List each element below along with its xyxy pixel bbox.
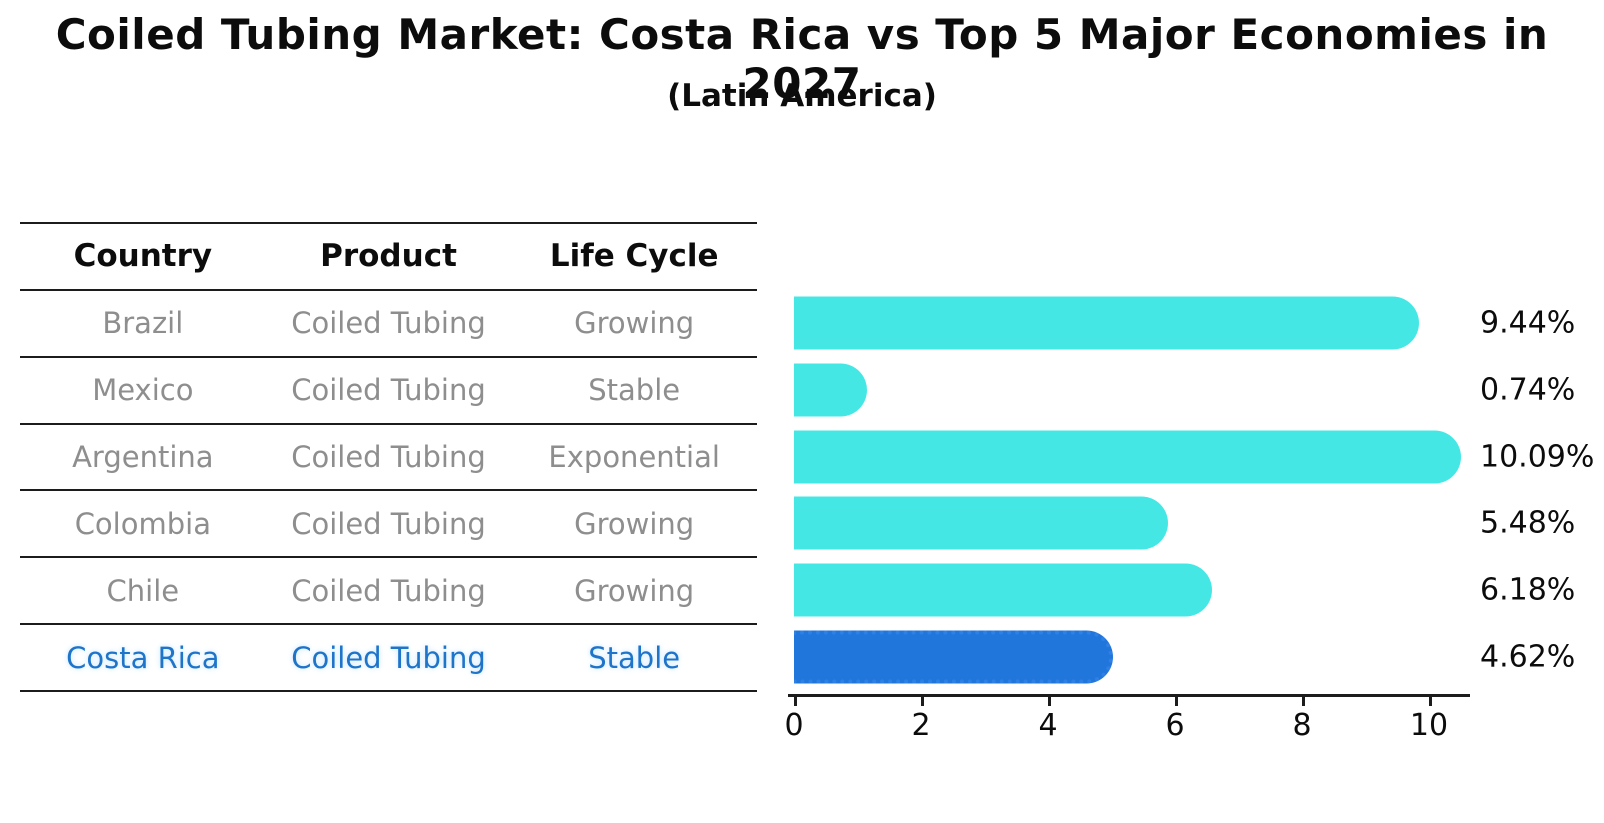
bar-row: 0.74% [794,357,1604,424]
column-header-country: Country [73,238,213,275]
bar-value-label: 5.48% [1480,505,1576,541]
country-table: Country Product Life Cycle Brazil Coiled … [20,222,757,693]
bar-row: 10.09% [794,423,1604,490]
table-cell-country: Chile [106,573,180,608]
bar-value-label: 9.44% [1480,305,1576,341]
table-row: Mexico Coiled Tubing Stable [20,358,757,425]
x-axis-tick-label: 10 [1409,708,1449,743]
x-axis-line [788,694,1470,697]
bar-row: 5.48% [794,490,1604,557]
table-header-row: Country Product Life Cycle [20,224,757,291]
x-axis-tick [1175,697,1178,706]
table-cell-country: Mexico [92,373,194,408]
table-cell-country: Colombia [74,506,211,541]
column-header-product: Product [320,238,457,275]
table-row: Brazil Coiled Tubing Growing [20,291,757,358]
bar-value-label: 0.74% [1480,372,1576,408]
x-axis-tick-label: 4 [1038,708,1058,743]
x-axis-tick-label: 0 [784,708,804,743]
table-cell-life-cycle: Growing [574,573,695,608]
table-cell-life-cycle: Growing [574,306,695,341]
x-axis-tick [1048,697,1051,706]
table-cell-product: Coiled Tubing [291,306,486,341]
bar-row: 9.44% [794,290,1604,357]
bar-brazil [794,296,1420,350]
x-axis-tick-label: 8 [1292,708,1312,743]
x-axis-tick [1302,697,1305,706]
table-cell-product: Coiled Tubing [291,506,486,541]
table-row: Costa Rica Coiled Tubing Stable [20,625,757,693]
x-axis-tick-label: 6 [1165,708,1185,743]
table-cell-product: Coiled Tubing [291,440,486,474]
bar-highlight-costa-rica [794,630,1114,684]
table-cell-country: Argentina [72,440,214,474]
x-axis-tick [794,697,797,706]
table-cell-country: Brazil [102,306,184,341]
bar-mexico [794,363,867,417]
table-row: Argentina Coiled Tubing Exponential [20,425,757,492]
x-axis-tick [1429,697,1432,706]
bar-value-label: 6.18% [1480,572,1576,608]
x-axis-tick [921,697,924,706]
table-cell-country: Costa Rica [66,640,220,675]
table-cell-life-cycle: Stable [588,640,681,675]
bar-row: 4.62% [794,623,1604,690]
table-cell-product: Coiled Tubing [291,573,486,608]
table-row: Colombia Coiled Tubing Growing [20,491,757,559]
bar-colombia [794,496,1168,550]
bar-chile [794,563,1213,617]
x-axis-tick-label: 2 [911,708,931,743]
chart-subtitle: (Latin America) [667,78,937,114]
table-cell-product: Coiled Tubing [291,640,486,675]
bar-row: 6.18% [794,557,1604,624]
table-cell-product: Coiled Tubing [291,373,486,408]
bar-value-label: 10.09% [1480,439,1595,475]
bar-chart-area: 9.44% 0.74% 10.09% 5.48% 6.18% 4.62% [794,290,1604,690]
column-header-life-cycle: Life Cycle [549,238,719,275]
bar-argentina [794,430,1461,484]
table-cell-life-cycle: Stable [588,373,681,408]
chart-title: Coiled Tubing Market: Costa Rica vs Top … [55,10,1549,108]
table-cell-life-cycle: Exponential [548,440,720,474]
table-cell-life-cycle: Growing [574,506,695,541]
bar-value-label: 4.62% [1480,639,1576,675]
table-row: Chile Coiled Tubing Growing [20,558,757,626]
